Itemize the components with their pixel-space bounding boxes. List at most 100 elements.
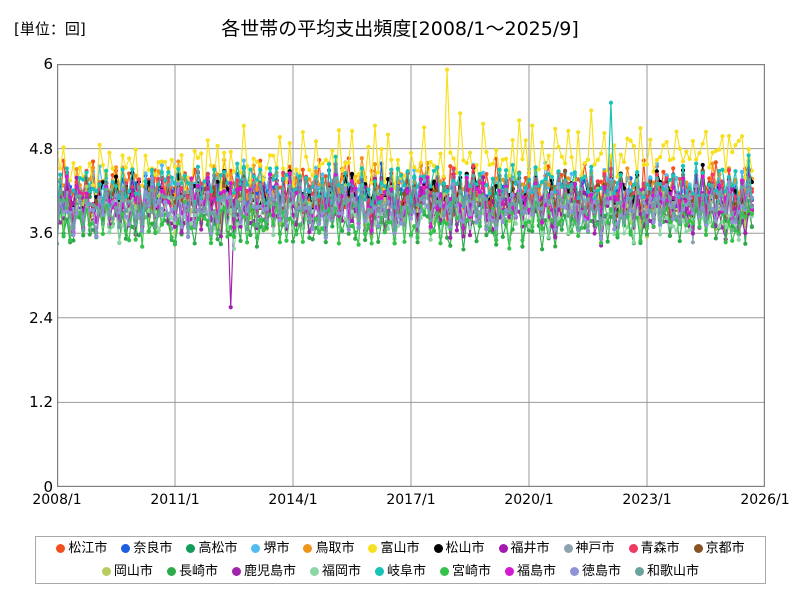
legend-item-福岡市[interactable]: 福岡市 (309, 565, 361, 578)
data-point (241, 214, 246, 219)
data-point (487, 191, 492, 196)
data-point (503, 187, 509, 192)
data-point (602, 130, 607, 136)
data-point (153, 224, 158, 229)
data-point (61, 145, 66, 150)
data-point (680, 176, 686, 181)
data-point (277, 185, 282, 190)
data-point (231, 225, 237, 230)
legend-item-福島市[interactable]: 福島市 (505, 565, 556, 578)
x-tick-label: 2011/1 (150, 492, 200, 508)
data-point (720, 193, 725, 198)
legend-item-宮崎市[interactable]: 宮崎市 (440, 565, 491, 578)
data-point (648, 175, 653, 180)
data-point (680, 159, 686, 164)
data-point (618, 172, 623, 177)
data-point (467, 212, 473, 217)
data-point (700, 141, 705, 146)
data-point (621, 159, 627, 165)
legend-marker-icon (303, 544, 313, 553)
data-point (713, 218, 718, 223)
data-point (326, 214, 332, 219)
data-point (648, 209, 653, 214)
legend-item-奈良市[interactable]: 奈良市 (121, 542, 172, 555)
data-point (628, 232, 633, 237)
data-point (500, 193, 505, 199)
data-point (579, 173, 584, 178)
data-point (690, 138, 695, 144)
data-point (222, 206, 227, 211)
data-point (559, 154, 564, 159)
legend-label: 鹿児島市 (243, 564, 296, 579)
legend-item-松山市[interactable]: 松山市 (433, 542, 485, 555)
data-point (621, 231, 627, 236)
data-point (369, 180, 374, 185)
data-point (746, 147, 751, 152)
data-point (746, 178, 751, 183)
data-point (677, 146, 682, 151)
data-point (271, 222, 276, 227)
data-point (739, 134, 745, 139)
legend-item-鳥取市[interactable]: 鳥取市 (303, 542, 354, 555)
data-point (392, 227, 397, 232)
data-point (307, 189, 312, 194)
legend-item-京都市[interactable]: 京都市 (693, 542, 745, 555)
legend-item-岡山市[interactable]: 岡山市 (101, 565, 153, 578)
data-point (674, 228, 679, 233)
legend-item-鹿児島市[interactable]: 鹿児島市 (231, 564, 296, 579)
data-point (107, 213, 112, 218)
legend-item-長崎市[interactable]: 長崎市 (166, 565, 218, 578)
data-point (376, 239, 381, 245)
data-point (710, 150, 715, 155)
data-point (359, 166, 364, 171)
data-point (507, 173, 512, 178)
data-point (408, 232, 414, 237)
data-point (500, 157, 505, 162)
data-point (408, 150, 414, 156)
data-point (484, 226, 489, 232)
data-point (543, 182, 548, 187)
data-point (546, 234, 551, 239)
data-point (271, 213, 276, 218)
y-tick-label: 6 (43, 55, 53, 73)
legend-item-松江市[interactable]: 松江市 (56, 542, 107, 555)
data-point (94, 188, 99, 194)
legend-item-岐阜市[interactable]: 岐阜市 (374, 565, 426, 578)
legend-item-福井市[interactable]: 福井市 (498, 542, 550, 555)
data-point (333, 154, 338, 159)
data-point (494, 238, 499, 243)
legend-label: 堺市 (263, 541, 290, 556)
data-point (163, 199, 168, 205)
legend-marker-icon (166, 567, 176, 576)
legend-item-神戸市[interactable]: 神戸市 (563, 542, 615, 555)
data-point (68, 178, 73, 183)
data-point (671, 156, 676, 161)
data-point (628, 138, 633, 143)
data-point (238, 186, 243, 191)
data-point (343, 200, 348, 206)
legend-item-和歌山市[interactable]: 和歌山市 (635, 565, 699, 578)
data-point (392, 231, 397, 236)
data-point (94, 205, 99, 210)
data-point (671, 204, 676, 210)
legend-item-高松市[interactable]: 高松市 (186, 542, 237, 555)
data-point (543, 177, 548, 182)
data-point (104, 187, 109, 192)
legend-item-青森市[interactable]: 青森市 (628, 542, 680, 555)
data-point (182, 203, 187, 208)
data-point (251, 174, 256, 179)
data-point (159, 159, 164, 164)
data-point (651, 169, 656, 174)
data-point (245, 240, 250, 245)
legend-item-徳島市[interactable]: 徳島市 (570, 565, 621, 578)
data-point (382, 184, 387, 189)
legend-item-富山市[interactable]: 富山市 (368, 542, 420, 555)
data-point (697, 210, 702, 216)
legend-item-堺市[interactable]: 堺市 (251, 542, 289, 555)
data-point (258, 162, 263, 167)
data-point (671, 173, 676, 178)
data-point (343, 217, 348, 222)
data-point (222, 189, 227, 194)
data-point (484, 233, 489, 238)
data-point (487, 162, 492, 167)
